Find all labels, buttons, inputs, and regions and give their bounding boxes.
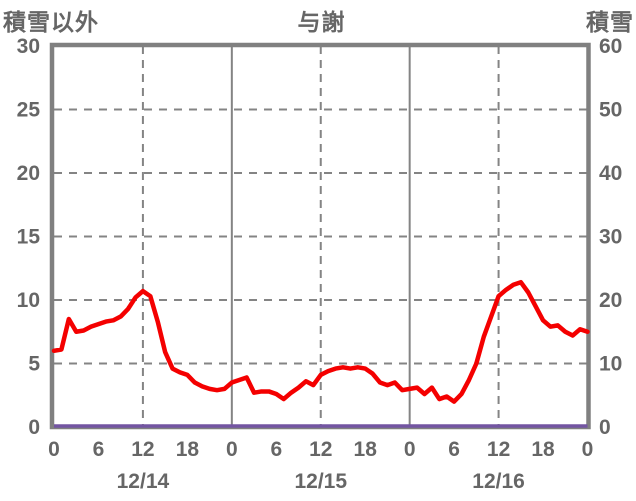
x-hour-tick-label: 18: [354, 438, 378, 461]
x-date-label: 12/14: [117, 470, 170, 493]
y-left-tick-label: 5: [28, 353, 40, 376]
x-hour-tick-label: 0: [48, 438, 60, 461]
x-hour-tick-label: 0: [582, 438, 594, 461]
right-axis-title: 積雪: [586, 9, 634, 35]
y-left-tick-label: 30: [17, 35, 40, 58]
y-right-tick-label: 20: [599, 289, 622, 312]
y-right-tick-label: 30: [599, 226, 622, 249]
x-hour-tick-label: 12: [487, 438, 510, 461]
x-hour-tick-label: 6: [93, 438, 105, 461]
y-left-tick-label: 25: [17, 99, 41, 122]
x-hour-tick-label: 0: [404, 438, 416, 461]
y-right-tick-label: 0: [599, 416, 611, 439]
y-right-tick-label: 50: [599, 99, 622, 122]
x-hour-tick-label: 6: [448, 438, 460, 461]
x-hour-tick-label: 18: [531, 438, 555, 461]
x-hour-tick-label: 12: [309, 438, 332, 461]
y-right-tick-label: 40: [599, 162, 622, 185]
x-hour-tick-label: 18: [176, 438, 200, 461]
y-left-tick-label: 20: [17, 162, 40, 185]
y-right-tick-label: 60: [599, 35, 622, 58]
y-left-tick-label: 10: [17, 289, 40, 312]
x-hour-tick-label: 0: [226, 438, 238, 461]
chart-title: 与謝: [297, 9, 346, 35]
y-left-tick-label: 0: [28, 416, 40, 439]
non-snow-series-line: [51, 279, 590, 404]
x-date-label: 12/16: [472, 470, 525, 493]
x-date-label: 12/15: [294, 470, 347, 493]
x-hour-tick-label: 6: [270, 438, 282, 461]
x-hour-tick-label: 12: [131, 438, 154, 461]
y-right-tick-label: 10: [599, 353, 622, 376]
y-left-tick-label: 15: [17, 226, 41, 249]
left-axis-title: 積雪以外: [3, 9, 99, 35]
